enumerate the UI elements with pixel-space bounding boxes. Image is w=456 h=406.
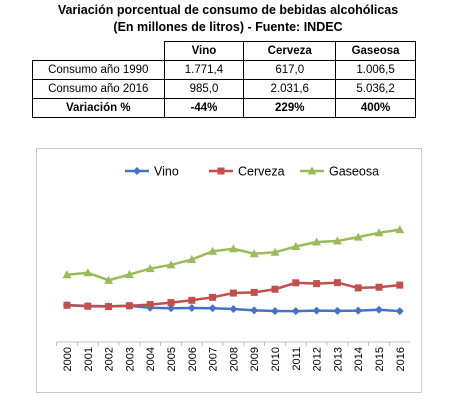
x-tick-label: 2006 [187,347,199,371]
row-label-variation: Variación % [32,98,165,118]
data-point-gaseosa [208,246,218,255]
data-point-vino [167,304,175,313]
data-point-cerveza [250,288,258,296]
row-label-2016: Consumo año 2016 [32,79,165,99]
x-tick-label: 2003 [124,347,136,371]
data-point-cerveza [292,279,300,287]
data-point-gaseosa [228,244,238,253]
data-point-vino [333,306,342,315]
table-row: Consumo año 2016 985,0 2.031,6 5.036,2 [32,79,416,99]
data-point-cerveza [63,301,71,309]
data-point-vino [354,306,363,315]
legend-marker-cerveza [217,167,225,175]
legend-marker-vino [133,167,141,175]
x-tick-label: 2011 [291,347,303,371]
data-point-cerveza [375,283,383,291]
data-point-cerveza [271,285,279,293]
cell-variation-cerveza: 229% [243,98,337,118]
cell-variation-vino: -44% [163,98,245,118]
data-point-cerveza [209,293,217,301]
data-point-cerveza [105,303,113,311]
table-corner-cell [32,41,165,61]
x-tick-label: 2001 [83,347,95,371]
cell-2016-gaseosa: 5.036,2 [335,79,416,99]
x-tick-label: 2005 [166,347,178,371]
data-point-gaseosa [249,249,259,258]
x-tick-label: 2000 [62,347,74,371]
legend-label-vino: Vino [154,165,179,179]
x-tick-label: 2007 [208,347,220,371]
data-point-gaseosa [145,264,155,273]
data-point-gaseosa [291,242,301,250]
column-header-gaseosa: Gaseosa [335,41,416,61]
x-tick-label: 2016 [395,347,407,371]
data-point-vino [291,307,300,316]
x-tick-label: 2002 [104,347,116,371]
line-chart-frame: 2000 2001 2002 2003 2004 2005 2006 2007 2008 2009… [36,148,422,393]
cell-2016-cerveza: 2.031,6 [243,79,337,99]
column-header-cerveza: Cerveza [243,41,337,61]
legend-label-cerveza: Cerveza [238,165,285,179]
table-row: Variación % -44% 229% 400% [32,98,416,118]
cell-1990-cerveza: 617,0 [243,60,337,80]
data-point-vino [375,305,383,314]
x-tick-label: 2009 [249,347,261,371]
column-header-vino: Vino [163,41,245,61]
data-point-cerveza [313,280,321,288]
data-point-cerveza [333,279,341,287]
data-point-gaseosa [83,268,93,277]
x-tick-label: 2008 [228,347,240,371]
data-point-vino [187,304,196,313]
data-point-cerveza [188,296,196,304]
line-chart: 2000 2001 2002 2003 2004 2005 2006 2007 2008 2009… [56,165,411,371]
legend-label-gaseosa: Gaseosa [329,165,379,179]
data-point-vino [271,307,279,316]
cell-2016-vino: 985,0 [163,79,245,99]
x-tick-label: 2012 [312,347,324,371]
data-point-gaseosa [312,237,322,246]
data-point-cerveza [125,302,133,310]
x-tick-label: 2013 [332,347,344,371]
data-point-cerveza [396,281,404,289]
cell-variation-gaseosa: 400% [335,98,416,118]
data-point-gaseosa [166,260,176,269]
data-point-gaseosa [353,232,363,241]
data-point-gaseosa [395,225,405,234]
x-tick-label: 2015 [374,347,386,371]
data-point-gaseosa [374,228,384,237]
data-point-vino [229,305,238,314]
consumption-table: Vino Cerveza Gaseosa Consumo año 1990 1.… [32,41,416,118]
data-point-cerveza [354,284,362,292]
table-row: Consumo año 1990 1.771,4 617,0 1.006,5 [32,60,416,80]
row-label-1990: Consumo año 1990 [32,60,165,80]
data-point-cerveza [146,301,154,309]
x-tick-label: 2010 [270,347,282,371]
data-point-gaseosa [332,236,342,245]
data-point-gaseosa [270,247,280,256]
chart-title-line-2: (En millones de litros) - Fuente: INDEC [113,20,343,34]
data-point-cerveza [229,289,237,297]
data-point-gaseosa [62,270,72,279]
x-tick-label: 2014 [353,347,365,371]
cell-1990-gaseosa: 1.006,5 [335,60,416,80]
data-point-vino [250,306,259,315]
x-tick-label: 2004 [145,347,157,371]
legend-marker-gaseosa [307,166,317,175]
cell-1990-vino: 1.771,4 [163,60,245,80]
data-point-cerveza [167,299,175,307]
series-line-gaseosa [66,228,400,282]
data-point-gaseosa [187,255,197,264]
data-point-gaseosa [104,275,114,284]
data-point-cerveza [84,302,92,310]
chart-title-line-1: Variación porcentual de consumo de bebid… [57,3,399,17]
data-point-vino [208,304,217,313]
table-header-row: Vino Cerveza Gaseosa [32,41,416,61]
data-point-vino [395,307,404,316]
data-point-vino [312,306,321,315]
data-point-gaseosa [124,270,134,279]
